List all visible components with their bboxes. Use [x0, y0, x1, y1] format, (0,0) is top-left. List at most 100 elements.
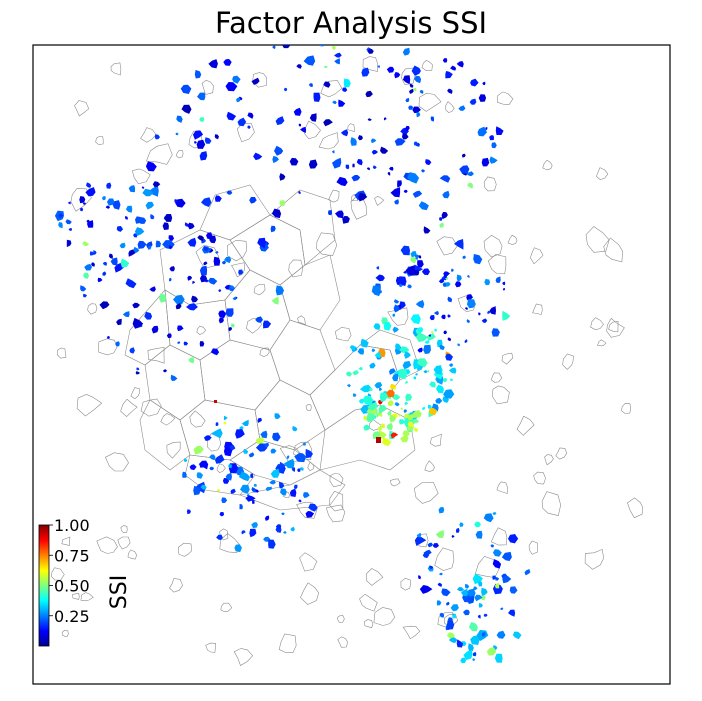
ssi-patch	[119, 242, 126, 249]
boundary-outline	[530, 247, 544, 265]
ssi-patch	[442, 58, 448, 63]
ssi-patch	[293, 484, 298, 490]
ssi-patch	[447, 337, 452, 342]
ssi-patch	[82, 241, 90, 246]
boundary-outline	[196, 325, 207, 335]
ssi-patch	[383, 117, 387, 121]
ssi-patch	[270, 468, 280, 478]
ssi-patch	[170, 374, 178, 381]
ssi-patch	[324, 65, 328, 69]
boundary-outline	[278, 633, 297, 653]
boundary-outline	[231, 262, 246, 278]
ssi-patch	[102, 271, 107, 276]
ssi-patch	[472, 651, 477, 657]
ssi-patch	[396, 276, 407, 287]
boundary-outline	[490, 372, 503, 383]
ssi-patch	[251, 487, 257, 493]
ssi-patch	[243, 448, 249, 454]
ssi-patch	[280, 488, 287, 496]
ssi-patch	[485, 127, 488, 130]
ssi-patch	[347, 384, 351, 388]
ssi-patch	[435, 529, 444, 538]
ssi-patch	[351, 175, 361, 182]
boundary-outline	[96, 536, 118, 554]
ssi-patch	[489, 135, 494, 141]
ssi-patch-high	[376, 437, 381, 443]
ssi-patch	[133, 233, 138, 238]
ssi-patch	[386, 389, 395, 398]
ssi-patch	[108, 253, 113, 259]
ssi-patch	[305, 448, 313, 459]
ssi-patch	[404, 351, 411, 359]
ssi-patch	[371, 149, 378, 155]
ssi-patch	[196, 139, 206, 149]
ssi-patch	[376, 414, 379, 418]
ssi-patch	[366, 167, 371, 171]
ssi-patch	[332, 157, 342, 169]
ssi-patch	[149, 286, 156, 292]
ssi-patch	[328, 210, 333, 216]
ssi-patch	[252, 500, 255, 504]
ssi-patch	[112, 200, 121, 210]
ssi-patch	[508, 534, 519, 544]
ssi-patch	[407, 284, 412, 289]
ssi-patch	[412, 190, 423, 198]
boundary-outline	[325, 504, 346, 523]
boundary-outline	[544, 454, 554, 466]
ssi-patch	[419, 585, 433, 594]
ssi-patch	[358, 192, 368, 202]
ssi-patch	[105, 205, 110, 209]
ssi-patch	[67, 201, 71, 205]
boundary-outline	[74, 100, 90, 117]
ssi-patch	[214, 134, 219, 140]
boundary-outline	[541, 491, 562, 516]
ssi-patch	[489, 156, 498, 164]
boundary-outline	[320, 80, 343, 98]
ssi-patch	[282, 45, 291, 49]
ssi-patch	[508, 609, 516, 617]
ssi-patch	[415, 332, 429, 343]
ssi-patch	[168, 245, 173, 249]
ssi-patch	[247, 112, 254, 119]
ssi-patch	[374, 382, 383, 389]
ssi-patch	[422, 552, 430, 559]
ssi-patch	[461, 641, 467, 646]
boundary-outline	[436, 236, 458, 256]
boundary-outline	[400, 577, 411, 591]
ssi-patch	[492, 559, 502, 569]
boundary-outline	[366, 568, 384, 586]
ssi-patch	[230, 488, 236, 494]
ssi-patch	[489, 306, 496, 315]
ssi-patch	[274, 413, 281, 419]
ssi-patch	[268, 539, 276, 549]
district-outline	[124, 289, 171, 366]
ssi-patch	[79, 196, 86, 204]
boundary-outline	[205, 642, 216, 653]
ssi-patch	[83, 293, 87, 298]
ssi-patch	[195, 481, 206, 494]
colorbar-gradient	[38, 524, 50, 647]
ssi-patch	[106, 336, 110, 339]
boundary-outline	[424, 460, 435, 472]
ssi-patch	[238, 269, 244, 275]
ssi-patch	[232, 75, 241, 84]
ssi-patch	[423, 370, 427, 374]
ssi-patch	[407, 421, 414, 427]
ssi-patch	[177, 341, 181, 344]
boundary-outline	[421, 60, 433, 72]
ssi-patch	[270, 448, 277, 454]
boundary-outline	[562, 353, 574, 370]
boundary-outline	[61, 629, 69, 637]
ssi-patch	[249, 197, 257, 204]
ssi-patch	[235, 429, 245, 439]
boundary-outline	[98, 338, 118, 356]
ssi-patch	[408, 105, 414, 110]
ssi-patch	[159, 293, 167, 303]
ssi-patch	[478, 312, 481, 316]
ssi-patch	[421, 268, 430, 276]
ssi-patch	[466, 275, 470, 278]
ssi-patch	[426, 333, 436, 341]
district-outline	[199, 184, 271, 241]
ssi-patch	[204, 137, 212, 144]
ssi-patch	[275, 285, 285, 296]
